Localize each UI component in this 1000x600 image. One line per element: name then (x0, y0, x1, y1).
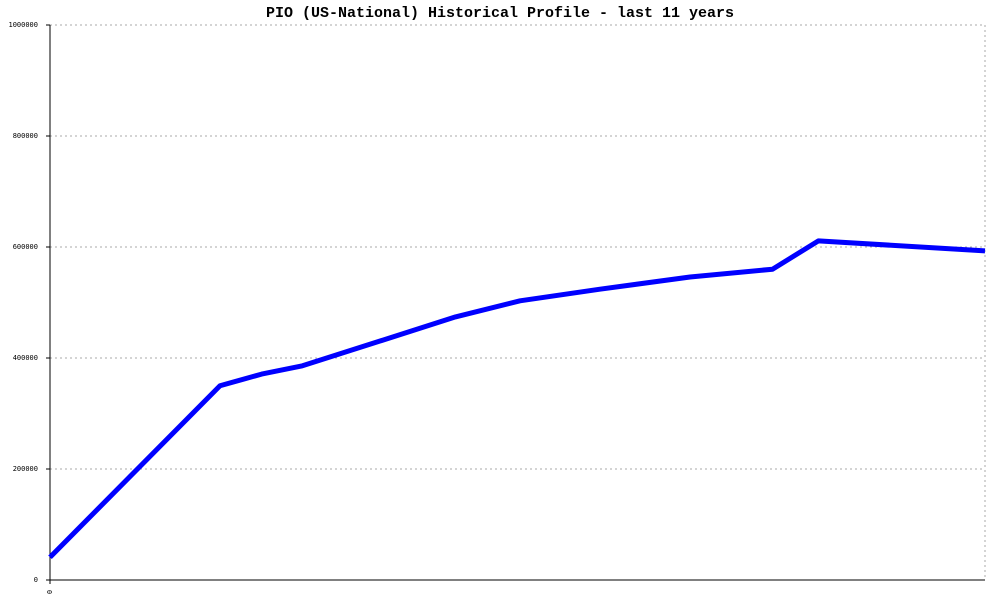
y-tick-label: 200000 (13, 465, 38, 473)
y-tick-label: 0 (34, 576, 38, 584)
line-series (48, 238, 986, 560)
y-tick-label: 1000000 (8, 21, 38, 29)
y-tick-label: 600000 (13, 243, 38, 251)
y-tick-label: 800000 (13, 132, 38, 140)
x-tick-label: 0 (46, 590, 54, 594)
y-tick-label: 400000 (13, 354, 38, 362)
chart-title: PIO (US-National) Historical Profile - l… (266, 5, 734, 22)
